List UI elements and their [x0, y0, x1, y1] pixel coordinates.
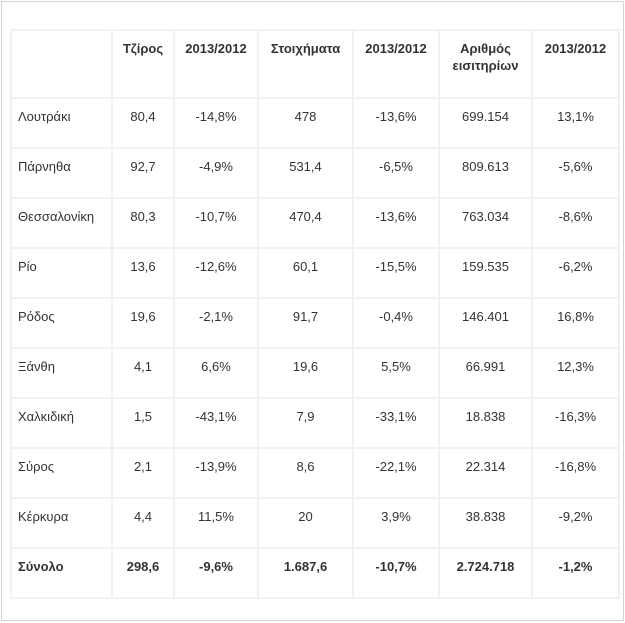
cell-bets-change: -13,6% [352, 97, 440, 149]
cell-bets: 91,7 [257, 297, 354, 349]
cell-tickets-change: 13,1% [531, 97, 620, 149]
cell-turnover-change: -2,1% [173, 297, 259, 349]
casino-stats-table: Τζίρος 2013/2012 Στοιχήματα 2013/2012 Αρ… [10, 29, 620, 599]
cell-bets-change: 3,9% [352, 497, 440, 549]
cell-turnover: 80,4 [111, 97, 175, 149]
cell-turnover: 4,1 [111, 347, 175, 399]
table-row: Σύρος 2,1 -13,9% 8,6 -22,1% 22.314 -16,8… [10, 447, 620, 499]
row-name: Σύρος [10, 447, 113, 499]
cell-tickets-change: -5,6% [531, 147, 620, 199]
cell-bets-change: -6,5% [352, 147, 440, 199]
row-name: Χαλκιδική [10, 397, 113, 449]
cell-tickets-change: -16,8% [531, 447, 620, 499]
header-empty [10, 29, 113, 99]
row-name: Θεσσαλονίκη [10, 197, 113, 249]
cell-turnover-change: -12,6% [173, 247, 259, 299]
cell-tickets: 809.613 [438, 147, 533, 199]
cell-tickets: 22.314 [438, 447, 533, 499]
cell-tickets-change: 12,3% [531, 347, 620, 399]
cell-turnover-change: -14,8% [173, 97, 259, 149]
header-bets: Στοιχήματα [257, 29, 354, 99]
cell-bets: 470,4 [257, 197, 354, 249]
cell-turnover: 13,6 [111, 247, 175, 299]
cell-bets: 20 [257, 497, 354, 549]
cell-bets: 531,4 [257, 147, 354, 199]
cell-tickets-change: -8,6% [531, 197, 620, 249]
total-label: Σύνολο [10, 547, 113, 599]
total-bets: 1.687,6 [257, 547, 354, 599]
header-tickets: Αριθμός εισιτηρίων [438, 29, 533, 99]
table-row: Ρόδος 19,6 -2,1% 91,7 -0,4% 146.401 16,8… [10, 297, 620, 349]
total-bets-change: -10,7% [352, 547, 440, 599]
row-name: Ξάνθη [10, 347, 113, 399]
cell-tickets: 159.535 [438, 247, 533, 299]
cell-bets-change: -0,4% [352, 297, 440, 349]
cell-turnover: 92,7 [111, 147, 175, 199]
cell-tickets-change: 16,8% [531, 297, 620, 349]
total-tickets-change: -1,2% [531, 547, 620, 599]
cell-tickets-change: -9,2% [531, 497, 620, 549]
cell-turnover-change: -13,9% [173, 447, 259, 499]
cell-turnover-change: 11,5% [173, 497, 259, 549]
cell-tickets-change: -16,3% [531, 397, 620, 449]
header-row: Τζίρος 2013/2012 Στοιχήματα 2013/2012 Αρ… [10, 29, 620, 99]
total-turnover-change: -9,6% [173, 547, 259, 599]
table-row: Κέρκυρα 4,4 11,5% 20 3,9% 38.838 -9,2% [10, 497, 620, 549]
table-panel: Τζίρος 2013/2012 Στοιχήματα 2013/2012 Αρ… [10, 29, 620, 599]
header-turnover-change: 2013/2012 [173, 29, 259, 99]
cell-turnover: 80,3 [111, 197, 175, 249]
cell-bets-change: -33,1% [352, 397, 440, 449]
row-name: Πάρνηθα [10, 147, 113, 199]
cell-bets: 7,9 [257, 397, 354, 449]
header-bets-change: 2013/2012 [352, 29, 440, 99]
total-tickets: 2.724.718 [438, 547, 533, 599]
table-row: Θεσσαλονίκη 80,3 -10,7% 470,4 -13,6% 763… [10, 197, 620, 249]
cell-tickets: 38.838 [438, 497, 533, 549]
cell-tickets: 146.401 [438, 297, 533, 349]
cell-bets: 19,6 [257, 347, 354, 399]
total-row: Σύνολο 298,6 -9,6% 1.687,6 -10,7% 2.724.… [10, 547, 620, 599]
cell-turnover: 19,6 [111, 297, 175, 349]
cell-bets-change: -15,5% [352, 247, 440, 299]
cell-bets-change: -13,6% [352, 197, 440, 249]
table-row: Λουτράκι 80,4 -14,8% 478 -13,6% 699.154 … [10, 97, 620, 149]
cell-tickets: 66.991 [438, 347, 533, 399]
cell-turnover-change: -43,1% [173, 397, 259, 449]
row-name: Ρόδος [10, 297, 113, 349]
cell-tickets-change: -6,2% [531, 247, 620, 299]
table-row: Πάρνηθα 92,7 -4,9% 531,4 -6,5% 809.613 -… [10, 147, 620, 199]
header-tickets-change: 2013/2012 [531, 29, 620, 99]
cell-bets-change: -22,1% [352, 447, 440, 499]
header-turnover: Τζίρος [111, 29, 175, 99]
cell-bets-change: 5,5% [352, 347, 440, 399]
row-name: Λουτράκι [10, 97, 113, 149]
table-row: Ρίο 13,6 -12,6% 60,1 -15,5% 159.535 -6,2… [10, 247, 620, 299]
row-name: Ρίο [10, 247, 113, 299]
cell-turnover-change: -4,9% [173, 147, 259, 199]
cell-bets: 60,1 [257, 247, 354, 299]
cell-tickets: 18.838 [438, 397, 533, 449]
row-name: Κέρκυρα [10, 497, 113, 549]
cell-turnover: 2,1 [111, 447, 175, 499]
cell-turnover-change: -10,7% [173, 197, 259, 249]
cell-bets: 478 [257, 97, 354, 149]
cell-bets: 8,6 [257, 447, 354, 499]
table-row: Ξάνθη 4,1 6,6% 19,6 5,5% 66.991 12,3% [10, 347, 620, 399]
cell-tickets: 699.154 [438, 97, 533, 149]
cell-turnover: 1,5 [111, 397, 175, 449]
total-turnover: 298,6 [111, 547, 175, 599]
table-row: Χαλκιδική 1,5 -43,1% 7,9 -33,1% 18.838 -… [10, 397, 620, 449]
cell-turnover: 4,4 [111, 497, 175, 549]
cell-tickets: 763.034 [438, 197, 533, 249]
cell-turnover-change: 6,6% [173, 347, 259, 399]
